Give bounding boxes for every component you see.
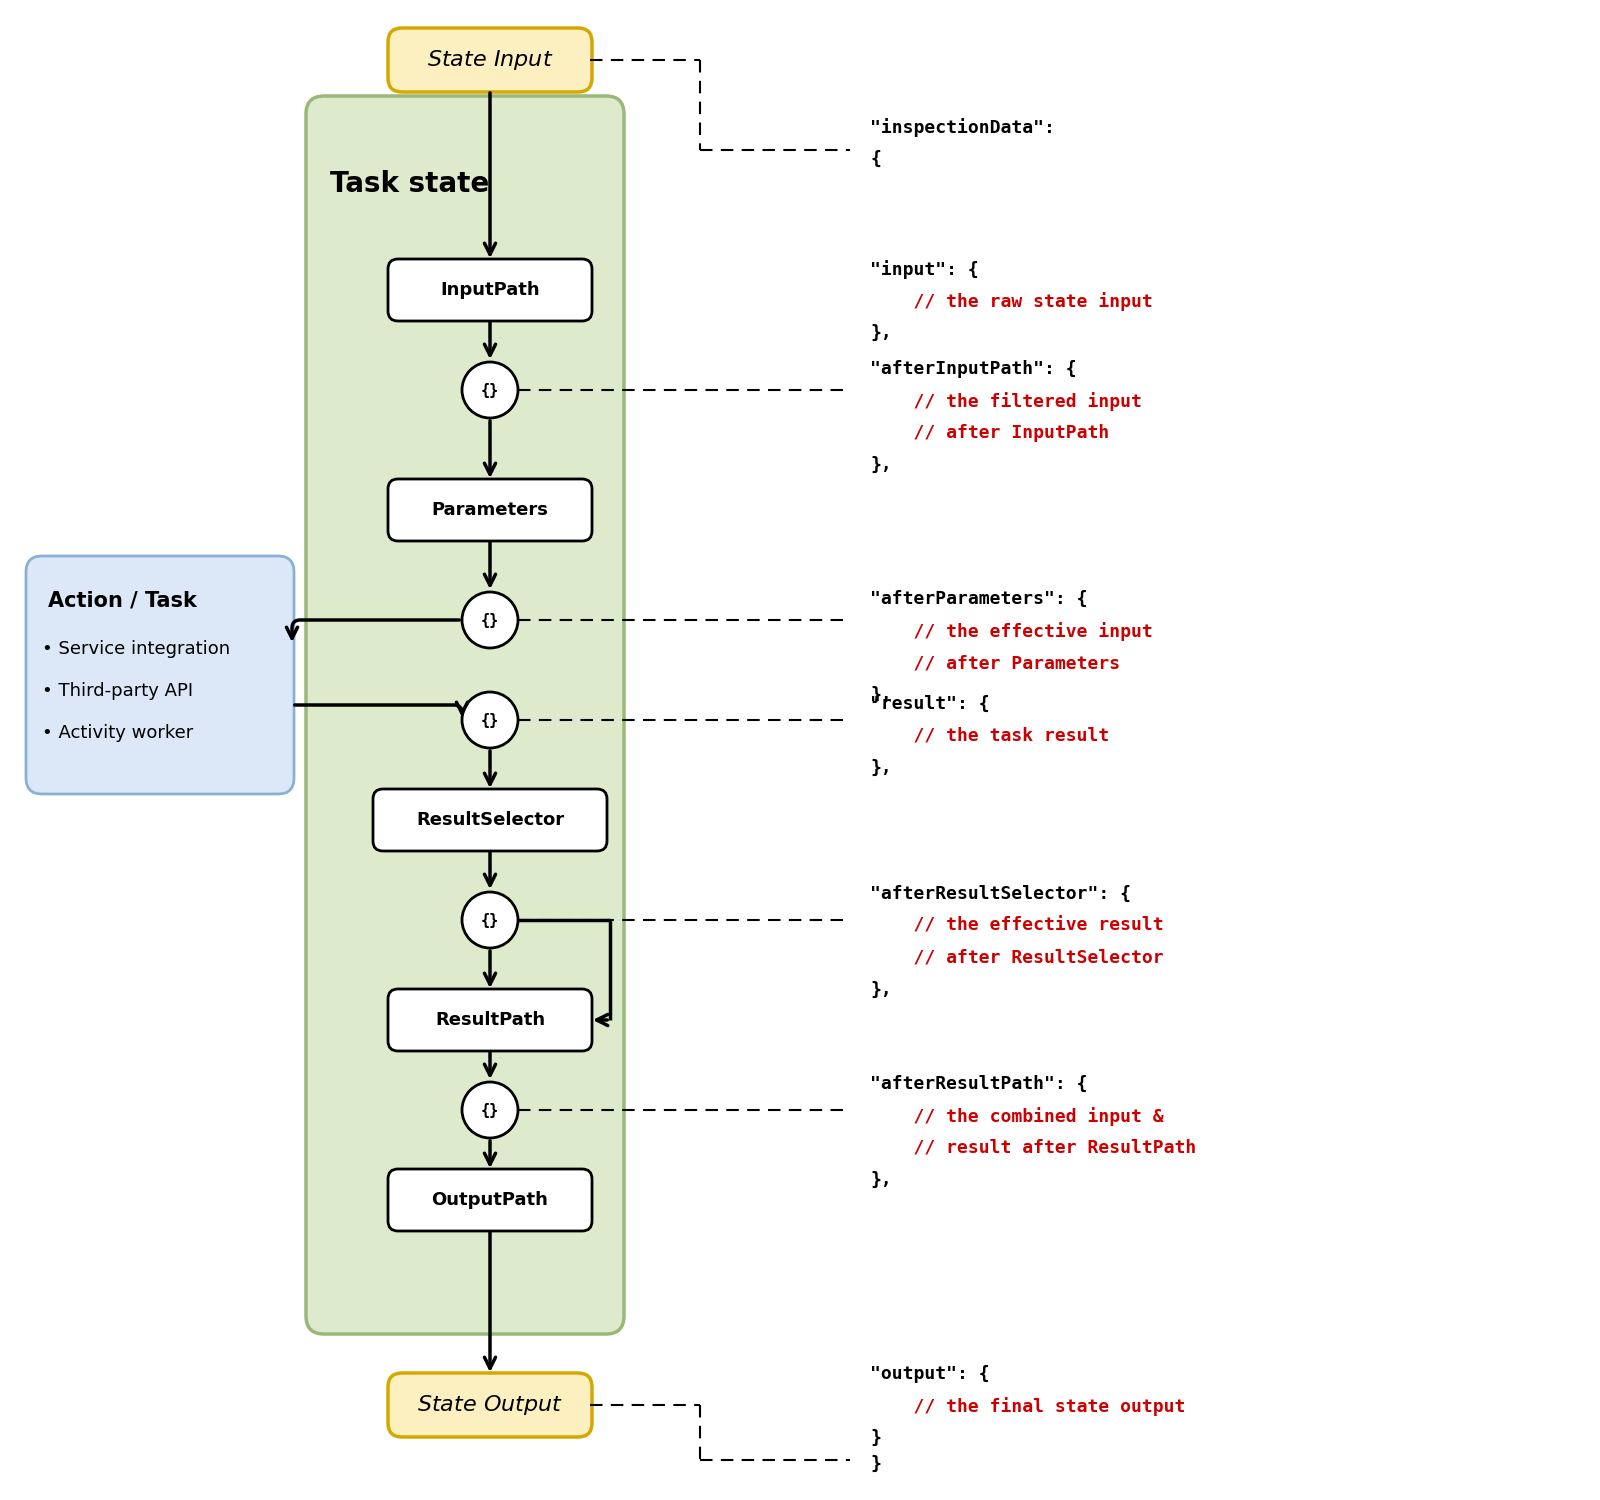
- Text: ResultSelector: ResultSelector: [416, 812, 565, 830]
- Text: "afterParameters": {: "afterParameters": {: [870, 590, 1088, 608]
- Circle shape: [462, 892, 518, 948]
- FancyBboxPatch shape: [387, 478, 592, 542]
- Text: "inspectionData":: "inspectionData":: [870, 118, 1054, 136]
- FancyBboxPatch shape: [387, 988, 592, 1052]
- Text: {}: {}: [482, 1102, 499, 1118]
- Text: • Third-party API: • Third-party API: [42, 682, 194, 700]
- Circle shape: [462, 362, 518, 419]
- Text: "afterInputPath": {: "afterInputPath": {: [870, 360, 1077, 378]
- Text: "afterResultPath": {: "afterResultPath": {: [870, 1076, 1088, 1094]
- Circle shape: [462, 692, 518, 748]
- Text: {}: {}: [482, 912, 499, 927]
- Text: $\mathit{State\ Output}$: $\mathit{State\ Output}$: [418, 1394, 563, 1417]
- Text: }: }: [870, 1430, 882, 1448]
- Text: // after ResultSelector: // after ResultSelector: [870, 950, 1163, 968]
- Text: {}: {}: [482, 612, 499, 627]
- FancyBboxPatch shape: [387, 1372, 592, 1437]
- Text: {}: {}: [482, 712, 499, 728]
- Text: {: {: [870, 150, 882, 168]
- Text: // the effective input: // the effective input: [870, 622, 1152, 640]
- Text: "input": {: "input": {: [870, 260, 979, 279]
- Text: ResultPath: ResultPath: [435, 1011, 546, 1029]
- Text: // after InputPath: // after InputPath: [870, 424, 1109, 442]
- Text: // the filtered input: // the filtered input: [870, 392, 1142, 411]
- Text: },: },: [870, 1172, 891, 1190]
- Text: // after Parameters: // after Parameters: [870, 654, 1120, 672]
- Text: // the combined input &: // the combined input &: [870, 1107, 1163, 1126]
- Text: // the task result: // the task result: [870, 728, 1109, 746]
- FancyBboxPatch shape: [387, 1168, 592, 1232]
- FancyBboxPatch shape: [387, 28, 592, 92]
- Text: Task state: Task state: [330, 170, 490, 198]
- Text: // the effective result: // the effective result: [870, 916, 1163, 934]
- Text: },: },: [870, 456, 891, 474]
- Text: OutputPath: OutputPath: [432, 1191, 549, 1209]
- Text: InputPath: InputPath: [440, 280, 539, 298]
- Text: • Activity worker: • Activity worker: [42, 724, 194, 742]
- Text: },: },: [870, 759, 891, 777]
- Circle shape: [462, 1082, 518, 1138]
- Text: "afterResultSelector": {: "afterResultSelector": {: [870, 885, 1131, 903]
- FancyBboxPatch shape: [306, 96, 624, 1334]
- Text: },: },: [870, 981, 891, 999]
- FancyBboxPatch shape: [387, 260, 592, 321]
- Text: $\mathit{State\ Input}$: $\mathit{State\ Input}$: [427, 48, 554, 72]
- Text: • Service integration: • Service integration: [42, 640, 230, 658]
- Text: }: }: [870, 1455, 882, 1473]
- Text: {}: {}: [482, 382, 499, 398]
- FancyBboxPatch shape: [373, 789, 606, 850]
- Text: // result after ResultPath: // result after ResultPath: [870, 1138, 1197, 1156]
- FancyBboxPatch shape: [26, 556, 294, 794]
- Circle shape: [462, 592, 518, 648]
- Text: "result": {: "result": {: [870, 694, 990, 712]
- Text: Action / Task: Action / Task: [48, 590, 197, 610]
- Text: // the final state output: // the final state output: [870, 1396, 1186, 1416]
- Text: "output": {: "output": {: [870, 1365, 990, 1383]
- Text: // the raw state input: // the raw state input: [870, 292, 1152, 310]
- Text: Parameters: Parameters: [432, 501, 549, 519]
- Text: },: },: [870, 324, 891, 342]
- Text: },: },: [870, 686, 891, 703]
